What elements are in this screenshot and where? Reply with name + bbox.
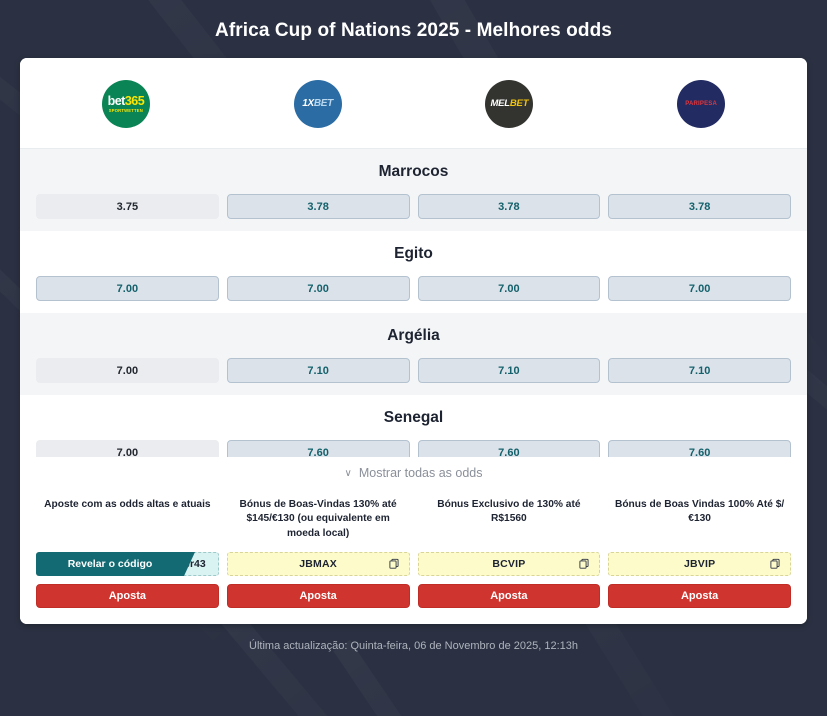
odds-block-marrocos: Marrocos 3.75 3.78 3.78 3.78	[20, 149, 807, 231]
promo-code-cell[interactable]: Fer43Revelar o código	[36, 552, 219, 576]
odds-row: 7.00 7.00 7.00 7.00	[20, 276, 807, 301]
promo-code-row: Fer43Revelar o código JBMAX BCVIP JBVIP	[20, 544, 807, 576]
reveal-code-button[interactable]: Revelar o código	[36, 552, 196, 576]
show-all-odds-toggle[interactable]: ∨ Mostrar todas as odds	[20, 457, 807, 494]
odd-cell[interactable]: 7.00	[36, 440, 219, 457]
odd-cell[interactable]: 7.60	[608, 440, 791, 457]
copy-icon[interactable]	[579, 558, 590, 570]
odd-cell[interactable]: 7.00	[417, 276, 601, 301]
paripesa-logo-icon[interactable]: PARIPESA	[677, 80, 726, 128]
promo-code-cell[interactable]: JBVIP	[608, 552, 791, 576]
promo-code-cell[interactable]: BCVIP	[417, 552, 601, 576]
last-update-note: Última actualização: Quinta-feira, 06 de…	[249, 640, 578, 652]
odd-cell[interactable]: 3.78	[226, 194, 410, 219]
bet-button[interactable]: Aposta	[36, 584, 219, 608]
bonus-description-row: Aposte com as odds altas e atuais Bónus d…	[20, 494, 807, 544]
chevron-down-icon: ∨	[344, 468, 352, 479]
promo-code-value: JBVIP	[683, 558, 716, 570]
bet365-logo-icon[interactable]: bet365 SPORTWETTEN	[101, 80, 150, 128]
odd-cell[interactable]: 3.78	[608, 194, 791, 219]
odd-cell[interactable]: 7.60	[226, 440, 410, 457]
odds-block-argélia: Argélia 7.00 7.10 7.10 7.10	[20, 313, 807, 395]
odd-cell[interactable]: 7.00	[608, 276, 791, 301]
bonus-description: Bónus de Boas Vindas 100% Até $/€130	[614, 499, 785, 525]
bonus-description: Bónus Exclusivo de 130% até R$1560	[437, 499, 581, 525]
promo-code-box[interactable]: JBVIP	[608, 552, 791, 576]
copy-icon[interactable]	[770, 558, 781, 570]
logo-word-secondary: BET	[509, 98, 529, 110]
odd-cell[interactable]: 7.00	[36, 358, 219, 383]
odds-block-egito: Egito 7.00 7.00 7.00 7.00	[20, 231, 807, 313]
team-name: Senegal	[383, 409, 444, 426]
odd-cell[interactable]: 7.00	[226, 276, 410, 301]
logo-word-primary: PARIPESA	[685, 101, 718, 107]
odds-blocks-container: Marrocos 3.75 3.78 3.78 3.78 Egito 7.00 7.00 7.0…	[20, 149, 807, 457]
bet-button[interactable]: Aposta	[226, 584, 410, 608]
odd-cell[interactable]: 7.10	[608, 358, 791, 383]
logo-word-primary: MEL	[490, 98, 510, 110]
bookmaker-logo-row: bet365 SPORTWETTEN 1XBET MELBET PARIPESA	[20, 58, 807, 149]
bet-button[interactable]: Aposta	[608, 584, 791, 608]
bookmaker-cell-melbet[interactable]: MELBET	[414, 80, 606, 128]
odds-row: 7.00 7.10 7.10 7.10	[20, 358, 807, 383]
odd-cell[interactable]: 7.60	[417, 440, 601, 457]
team-name: Egito	[394, 245, 433, 262]
odd-cell[interactable]: 7.00	[36, 276, 219, 301]
odd-cell[interactable]: 3.78	[417, 194, 601, 219]
logo-word-primary: bet	[107, 94, 126, 109]
bookmaker-cell-bet365[interactable]: bet365 SPORTWETTEN	[30, 80, 222, 128]
odds-row: 7.00 7.60 7.60 7.60	[20, 440, 807, 457]
bet-button[interactable]: Aposta	[417, 584, 601, 608]
team-name: Argélia	[387, 327, 440, 344]
promo-code-box[interactable]: BCVIP	[417, 552, 601, 576]
odds-row: 3.75 3.78 3.78 3.78	[20, 194, 807, 219]
copy-icon[interactable]	[388, 558, 400, 570]
show-all-odds-label: Mostrar todas as odds	[358, 466, 483, 480]
page-title: Africa Cup of Nations 2025 - Melhores od…	[215, 20, 612, 41]
team-name: Marrocos	[378, 163, 449, 180]
cta-row: Aposta Aposta Aposta Aposta	[20, 576, 807, 624]
logo-word-secondary: 365	[124, 94, 145, 109]
1xbet-logo-icon[interactable]: 1XBET	[293, 80, 342, 128]
bookmaker-cell-paripesa[interactable]: PARIPESA	[605, 80, 797, 128]
odd-cell[interactable]: 7.10	[417, 358, 601, 383]
bonus-description: Bónus de Boas-Vindas 130% até $145/€130 …	[239, 499, 397, 539]
promo-code-value: BCVIP	[492, 558, 526, 570]
promo-code-cell[interactable]: JBMAX	[226, 552, 410, 576]
logo-word-secondary: BET	[313, 98, 333, 109]
odds-card: bet365 SPORTWETTEN 1XBET MELBET PARIPESA Mar…	[20, 58, 807, 624]
melbet-logo-icon[interactable]: MELBET	[485, 80, 534, 128]
odd-cell[interactable]: 7.10	[226, 358, 410, 383]
logo-tagline: SPORTWETTEN	[108, 107, 144, 113]
odd-cell[interactable]: 3.75	[36, 194, 219, 219]
bonus-description: Aposte com as odds altas e atuais	[44, 499, 211, 510]
bookmaker-cell-1xbet[interactable]: 1XBET	[222, 80, 414, 128]
logo-word-primary: 1X	[302, 98, 314, 109]
odds-block-senegal: Senegal 7.00 7.60 7.60 7.60	[20, 395, 807, 457]
promo-code-box[interactable]: JBMAX	[226, 552, 410, 576]
promo-code-value: JBMAX	[299, 558, 337, 570]
